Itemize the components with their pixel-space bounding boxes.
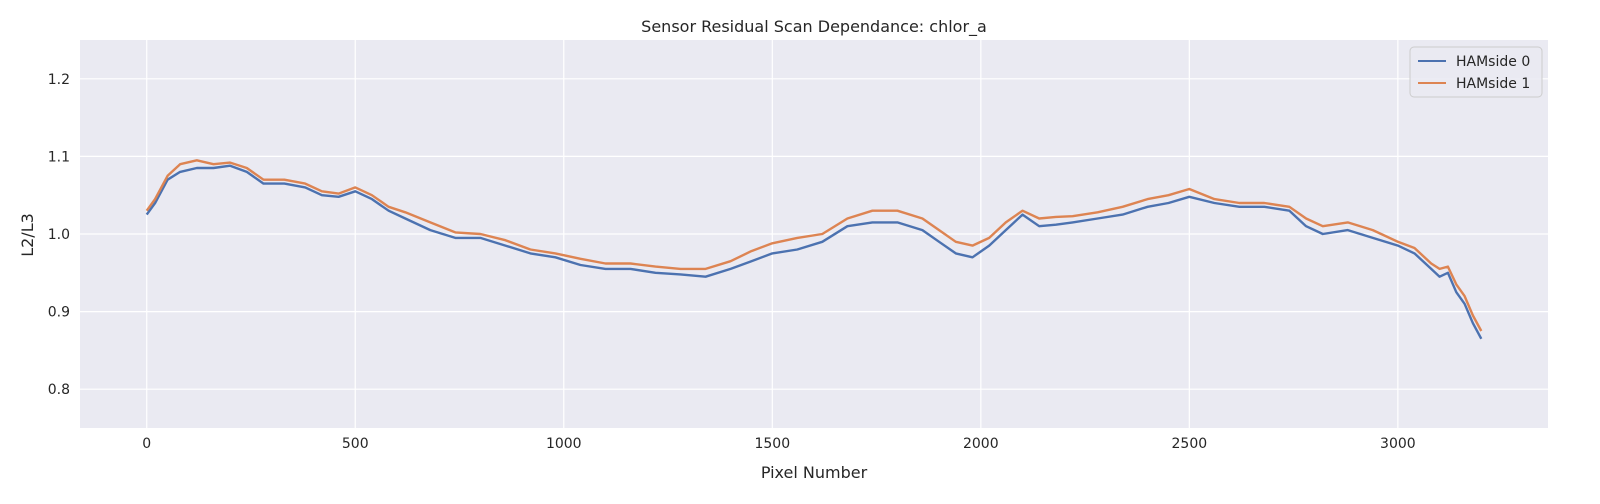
legend-label: HAMside 1 — [1456, 76, 1530, 92]
x-tick-label: 2000 — [963, 436, 999, 452]
y-tick-labels: 0.8 0.9 1.0 1.1 1.2 — [48, 72, 70, 398]
y-tick-label: 1.1 — [48, 149, 70, 165]
series-layer — [145, 159, 1483, 340]
y-tick-label: 0.8 — [48, 382, 70, 398]
x-tick-label: 2500 — [1172, 436, 1208, 452]
x-tick-label: 1500 — [754, 436, 790, 452]
y-tick-label: 1.2 — [48, 72, 70, 88]
legend: HAMside 0 HAMside 1 — [1409, 46, 1543, 98]
y-gridlines — [80, 78, 1548, 390]
x-tick-labels: 0 500 1000 1500 2000 2500 3000 — [142, 436, 1415, 452]
series-line-hamside-1 — [145, 159, 1483, 332]
y-tick-label: 1.0 — [48, 227, 70, 243]
y-tick-label: 0.9 — [48, 305, 70, 321]
legend-box — [1409, 46, 1543, 98]
x-tick-label: 1000 — [546, 436, 582, 452]
x-tick-label: 500 — [342, 436, 369, 452]
y-axis-label: L2/L3 — [18, 213, 37, 257]
x-tick-label: 0 — [142, 436, 151, 452]
x-tick-label: 3000 — [1380, 436, 1416, 452]
series-line-hamside-0 — [145, 164, 1483, 340]
legend-label: HAMside 0 — [1456, 54, 1530, 70]
x-axis-label: Pixel Number — [761, 463, 868, 482]
chart-title: Sensor Residual Scan Dependance: chlor_a — [641, 17, 987, 37]
